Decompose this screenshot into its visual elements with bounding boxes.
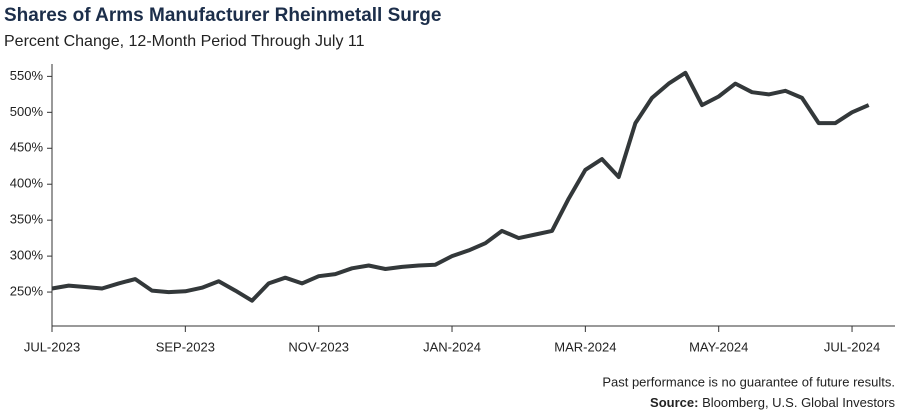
series-line <box>51 70 870 303</box>
x-tick-label: JUL-2023 <box>24 339 80 354</box>
y-tick-label: 550% <box>10 68 44 83</box>
y-tick-label: 350% <box>10 212 44 227</box>
footnote: Past performance is no guarantee of futu… <box>602 374 895 389</box>
x-tick-label: MAY-2024 <box>689 339 748 354</box>
y-tick-label: 500% <box>10 104 44 119</box>
chart-subtitle: Percent Change, 12-Month Period Through … <box>4 33 365 50</box>
y-tick-label: 400% <box>10 176 44 191</box>
x-tick-label: JUL-2024 <box>824 339 880 354</box>
x-tick-label: NOV-2023 <box>288 339 349 354</box>
y-tick-label: 300% <box>10 248 44 263</box>
source: Source: Bloomberg, U.S. Global Investors <box>650 395 895 410</box>
source-label: Source: <box>650 395 698 410</box>
source-text: Bloomberg, U.S. Global Investors <box>702 395 895 410</box>
chart-title: Shares of Arms Manufacturer Rheinmetall … <box>4 5 441 26</box>
y-tick-label: 250% <box>10 283 44 298</box>
y-tick-label: 450% <box>10 140 44 155</box>
x-tick-label: JAN-2024 <box>423 339 481 354</box>
x-tick-label: MAR-2024 <box>554 339 616 354</box>
x-tick-label: SEP-2023 <box>156 339 215 354</box>
